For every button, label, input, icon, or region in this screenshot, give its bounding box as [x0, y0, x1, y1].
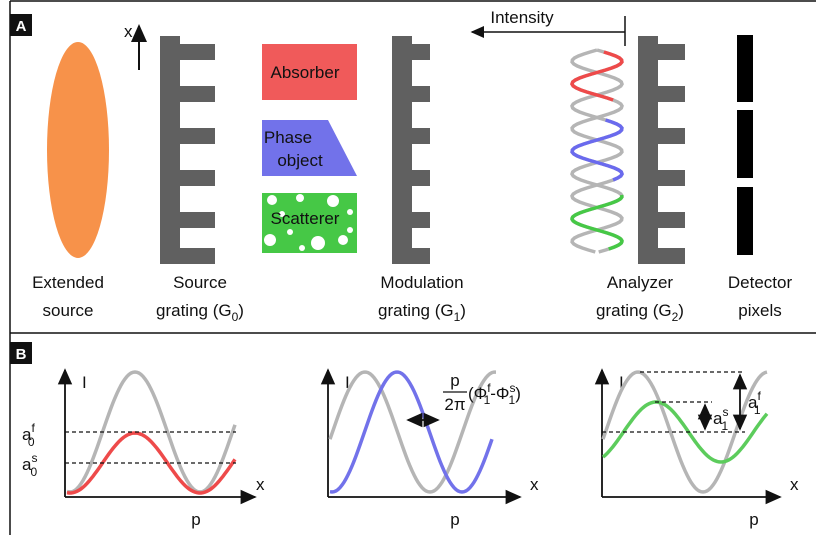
grating-tooth: [638, 212, 685, 228]
component-label: grating (G2): [596, 301, 684, 324]
period-label: p: [450, 510, 459, 529]
label-part: source: [42, 301, 93, 320]
grating-tooth: [160, 86, 215, 102]
component-label: grating (G0): [156, 301, 244, 324]
label-part: grating (G: [156, 301, 232, 320]
label-part: grating (G: [378, 301, 454, 320]
grating-tooth: [638, 128, 685, 144]
wave: [572, 50, 622, 252]
grating-tooth: [392, 128, 430, 144]
label-part: ): [678, 301, 684, 320]
y-axis-label: I: [82, 373, 87, 392]
fraction-num: p: [450, 371, 459, 390]
grating-tooth: [392, 86, 430, 102]
component-labels: Extended source Source grating (G0) Modulati…: [32, 273, 792, 324]
wave: [572, 120, 622, 180]
component-label: Analyzer: [607, 273, 673, 292]
grating-bar: [638, 36, 658, 264]
detector: [737, 35, 753, 255]
component-label: Extended: [32, 273, 104, 292]
absorber-label: Absorber: [271, 63, 340, 82]
wave: [572, 50, 622, 252]
grating-bar: [160, 36, 180, 264]
grating-tooth: [638, 170, 685, 186]
component-label: Modulation: [380, 273, 463, 292]
component-label: Source: [173, 273, 227, 292]
component-label: grating (G1): [378, 301, 466, 324]
grating-tooth: [392, 248, 430, 264]
intensity-label: Intensity: [490, 8, 554, 27]
x-axis-label: x: [790, 475, 799, 494]
label-part: ): [460, 301, 466, 320]
panel-tag: B: [16, 346, 27, 363]
grating-tooth: [160, 248, 215, 264]
grating-tooth: [160, 170, 215, 186]
label-part: pixels: [738, 301, 781, 320]
grating-tooth: [160, 212, 215, 228]
grating-tooth: [392, 212, 430, 228]
phase-label: object: [277, 151, 323, 170]
figure: A x Absorber Phase object Scatterer Inte…: [0, 0, 816, 535]
grating-tooth: [160, 128, 215, 144]
component-label: Detector: [728, 273, 793, 292]
period-label: p: [749, 510, 758, 529]
axis-label: x: [124, 22, 133, 41]
waves: [572, 50, 622, 252]
fraction-den: 2π: [444, 395, 465, 414]
component-label: pixels: [738, 301, 781, 320]
x-axis-label: x: [530, 475, 539, 494]
label-part: ): [238, 301, 244, 320]
x-axis-label: x: [256, 475, 265, 494]
phase-label: Phase: [264, 128, 312, 147]
period-label: p: [191, 510, 200, 529]
grating-tooth: [160, 44, 215, 60]
grating-bar: [392, 36, 412, 264]
label-part: grating (G: [596, 301, 672, 320]
panel-tag: A: [16, 18, 27, 35]
wave: [572, 52, 622, 100]
grating-tooth: [638, 248, 685, 264]
component-label: source: [42, 301, 93, 320]
source: [47, 42, 109, 258]
frame: [10, 1, 816, 535]
grating-tooth: [638, 44, 685, 60]
grating-tooth: [392, 44, 430, 60]
grating-tooth: [392, 170, 430, 186]
grating-tooth: [638, 86, 685, 102]
scatterer-label: Scatterer: [271, 209, 340, 228]
